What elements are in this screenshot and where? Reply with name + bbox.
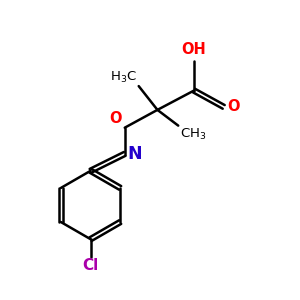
- Text: CH$_3$: CH$_3$: [180, 127, 206, 142]
- Text: H$_3$C: H$_3$C: [110, 70, 137, 85]
- Text: Cl: Cl: [82, 258, 99, 273]
- Text: O: O: [110, 111, 122, 126]
- Text: O: O: [227, 99, 240, 114]
- Text: N: N: [128, 145, 142, 163]
- Text: OH: OH: [182, 42, 206, 57]
